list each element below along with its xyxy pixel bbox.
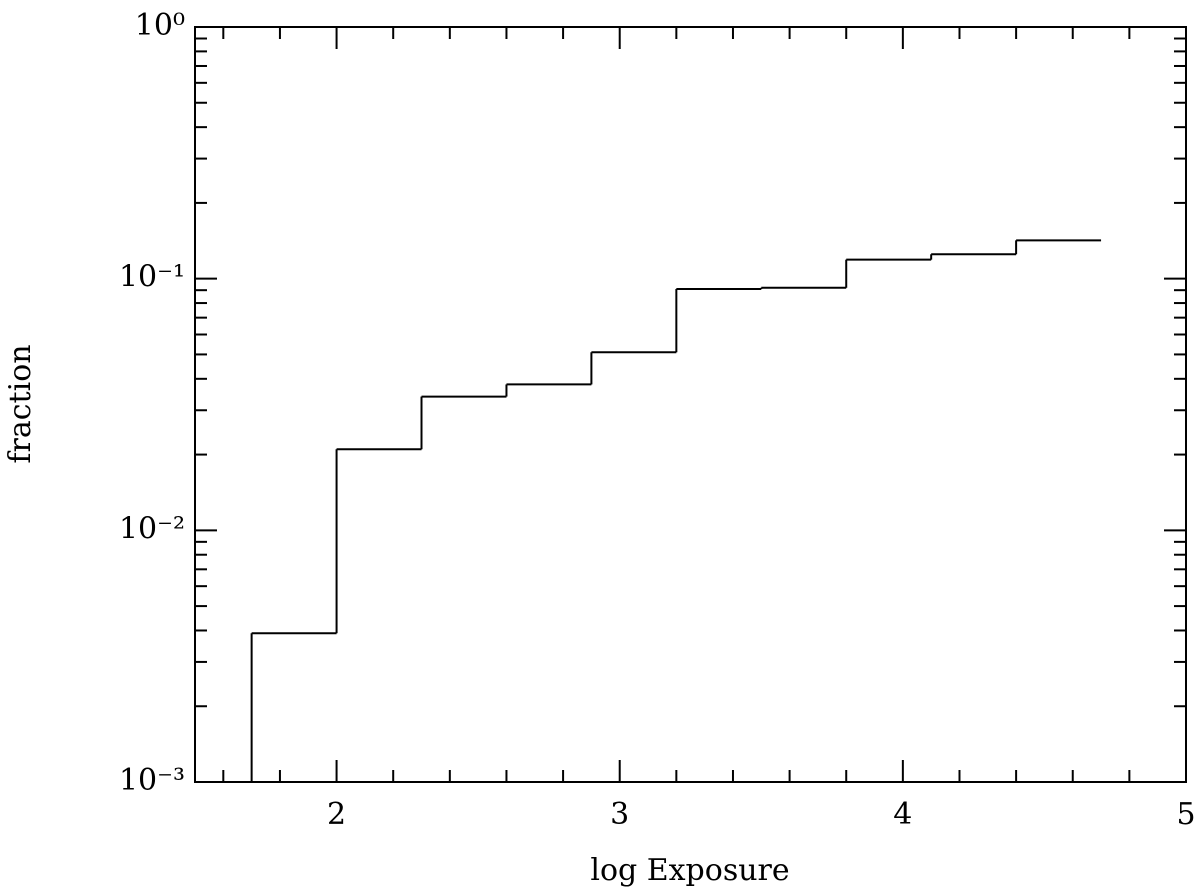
- x-tick-label: 5: [1176, 797, 1195, 832]
- y-tick-label: 10⁻¹: [119, 260, 185, 295]
- y-axis-label: fraction: [3, 344, 38, 463]
- x-tick-label: 2: [327, 797, 346, 832]
- y-tick-label: 10⁰: [135, 8, 185, 43]
- plot-frame: [194, 26, 1187, 783]
- x-axis-label: log Exposure: [590, 853, 789, 888]
- y-tick-label: 10⁻³: [119, 763, 185, 798]
- x-tick-label: 3: [610, 797, 629, 832]
- y-tick-label: 10⁻²: [119, 511, 185, 546]
- x-tick-label: 4: [893, 797, 912, 832]
